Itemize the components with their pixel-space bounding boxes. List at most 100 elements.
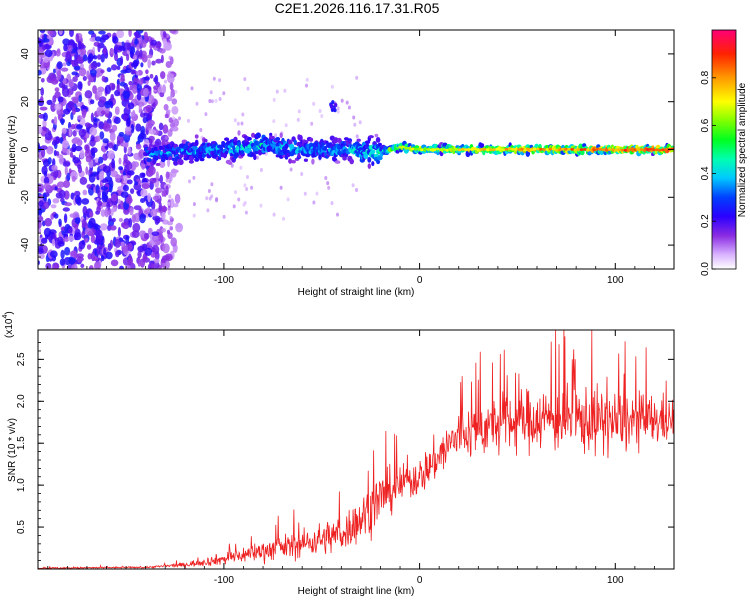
heat-cell: [554, 148, 559, 152]
heat-cell: [99, 131, 105, 140]
heat-cell: [288, 158, 293, 164]
heat-cell: [111, 206, 117, 213]
heat-cell: [230, 163, 234, 168]
heat-cell: [134, 38, 139, 46]
heat-cell: [122, 90, 131, 100]
heat-cell: [109, 183, 113, 193]
heat-cell: [611, 148, 615, 151]
heat-cell: [43, 227, 52, 238]
heat-cell: [233, 136, 238, 142]
heat-cell: [90, 234, 96, 244]
heat-cell: [127, 146, 132, 155]
heat-cell: [120, 241, 125, 247]
heat-cell: [51, 164, 58, 171]
heat-cell: [645, 148, 650, 151]
heat-cell: [498, 147, 503, 151]
heat-cell: [116, 30, 125, 39]
heat-cell: [90, 135, 95, 142]
heat-cell: [119, 265, 124, 269]
heat-cell: [633, 148, 637, 152]
heat-cell: [64, 165, 68, 176]
heat-cell: [208, 99, 212, 103]
heat-cell: [82, 205, 88, 216]
heat-cell: [82, 76, 87, 81]
heat-cell: [164, 42, 172, 51]
spectrogram-heatmap: [38, 30, 674, 269]
heat-cell: [71, 96, 79, 102]
heat-cell: [82, 54, 88, 62]
heat-cell: [153, 154, 159, 161]
heat-cell: [210, 99, 214, 104]
heat-cell: [395, 149, 400, 154]
heat-cell: [80, 48, 87, 56]
heat-cell: [60, 226, 66, 231]
heat-cell: [67, 235, 75, 242]
heat-cell: [279, 185, 283, 190]
colorbar-ticks: 0.0 0.2 0.4 0.6 0.8: [700, 70, 716, 276]
heat-cell: [592, 148, 596, 152]
heat-cell: [586, 148, 590, 152]
heat-cell: [195, 101, 199, 106]
heat-cell: [164, 135, 168, 140]
heat-cell: [74, 190, 81, 197]
heat-cell: [517, 148, 521, 151]
scale-factor-base: (x10: [4, 318, 15, 338]
heat-cell: [614, 148, 618, 152]
heat-cell: [168, 194, 172, 199]
heat-cell: [40, 95, 44, 103]
heat-cell: [164, 113, 169, 119]
heat-cell: [146, 158, 152, 163]
heat-cell: [370, 149, 376, 154]
x-tick-label: 100: [607, 575, 624, 586]
heat-cell: [250, 185, 254, 190]
heat-cell: [312, 200, 316, 205]
heat-cell: [67, 44, 73, 53]
heat-cell: [64, 202, 72, 207]
heat-cell: [347, 105, 351, 110]
heat-cell: [159, 92, 165, 98]
heat-cell: [608, 148, 612, 151]
heat-cell: [89, 68, 97, 76]
heat-cell: [286, 197, 290, 202]
heat-cell: [457, 148, 462, 152]
y-tick-label: 1.0: [16, 478, 27, 492]
heat-cell: [71, 263, 78, 269]
heat-cell: [115, 174, 121, 183]
heat-cell: [86, 184, 92, 189]
heat-cell: [107, 224, 112, 231]
colorbar-gradient: [711, 29, 737, 270]
spectrogram-x-label: Height of straight line (km): [298, 287, 415, 298]
heat-cell: [222, 91, 226, 96]
heat-cell: [420, 148, 424, 152]
heat-cell: [448, 148, 452, 151]
heat-cell: [107, 243, 112, 252]
heat-cell: [158, 201, 162, 212]
heat-cell: [236, 121, 240, 126]
heat-cell: [492, 148, 496, 152]
heat-cell: [423, 147, 427, 151]
heat-cell: [240, 150, 245, 155]
x-tick-label: 100: [607, 275, 624, 286]
heat-cell: [71, 106, 76, 115]
heat-cell: [142, 116, 148, 124]
heat-cell: [44, 132, 53, 141]
heat-cell: [130, 62, 139, 68]
heat-cell: [94, 157, 99, 163]
heat-cell: [293, 139, 297, 146]
heat-cell: [192, 213, 196, 218]
heat-cell: [167, 129, 173, 137]
heat-cell: [324, 176, 328, 180]
heat-cell: [479, 143, 485, 148]
heat-cell: [188, 160, 194, 164]
heat-cell: [148, 129, 157, 135]
y-tick-label: 1.5: [16, 436, 27, 450]
heat-cell: [309, 137, 314, 142]
heat-cell: [333, 137, 339, 144]
heat-cell: [410, 147, 415, 151]
heat-cell: [275, 89, 279, 94]
heat-cell: [163, 104, 169, 111]
heat-cell: [145, 121, 153, 131]
heat-cell: [272, 119, 276, 124]
y-tick-label: -20: [20, 190, 31, 205]
heat-cell: [539, 147, 543, 151]
